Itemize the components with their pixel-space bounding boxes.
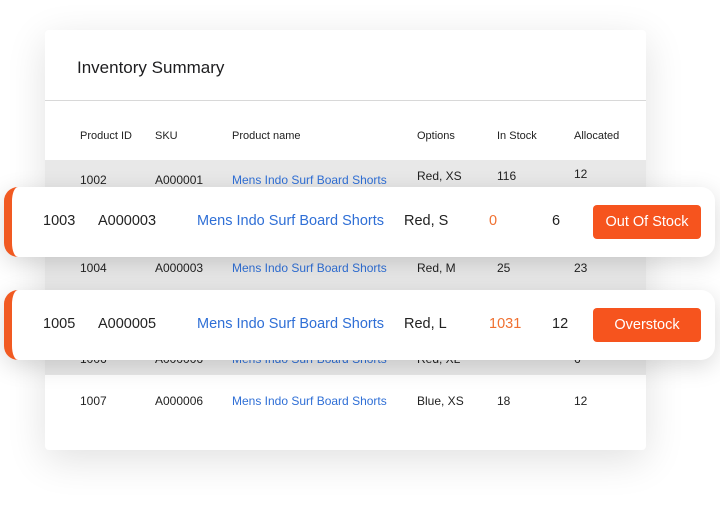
table-row[interactable]: 1007 A000006 Mens Indo Surf Board Shorts… (45, 394, 646, 414)
cell-options: Blue, XS (417, 394, 464, 408)
product-link[interactable]: Mens Indo Surf Board Shorts (232, 173, 387, 187)
cell-allocated: 6 (552, 213, 561, 229)
header-options: Options (417, 130, 455, 142)
cell-allocated: 12 (552, 316, 569, 332)
product-link[interactable]: Mens Indo Surf Board Shorts (232, 261, 387, 275)
header-product-name: Product name (232, 130, 301, 142)
cell-options: Red, XS (417, 169, 462, 183)
cell-stock: 1031 (489, 316, 522, 332)
cell-options: Red, L (404, 316, 447, 332)
divider (45, 100, 646, 101)
cell-sku: A000005 (98, 316, 157, 332)
product-link[interactable]: Mens Indo Surf Board Shorts (197, 316, 384, 332)
cell-allocated: 23 (574, 261, 588, 275)
cell-sku: A000003 (155, 261, 204, 275)
table-header: Product ID SKU Product name Options In S… (45, 130, 646, 150)
cell-allocated: 12 (574, 394, 588, 408)
highlighted-row-out-of-stock[interactable]: 1003 A000003 Mens Indo Surf Board Shorts… (4, 187, 715, 257)
cell-options: Red, S (404, 213, 449, 229)
cell-id: 1002 (80, 173, 107, 187)
cell-sku: A000003 (98, 213, 157, 229)
cell-options: Red, M (417, 261, 456, 275)
product-link[interactable]: Mens Indo Surf Board Shorts (232, 394, 387, 408)
cell-stock: 18 (497, 394, 511, 408)
table-row[interactable]: 1004 A000003 Mens Indo Surf Board Shorts… (45, 261, 646, 281)
out-of-stock-badge[interactable]: Out Of Stock (593, 205, 701, 239)
cell-sku: A000006 (155, 394, 204, 408)
header-in-stock: In Stock (497, 130, 537, 142)
cell-id: 1004 (80, 261, 107, 275)
header-sku: SKU (155, 130, 178, 142)
cell-id: 1005 (43, 316, 76, 332)
cell-id: 1003 (43, 213, 76, 229)
cell-allocated: 12 (574, 167, 588, 181)
cell-sku: A000001 (155, 173, 204, 187)
table-row[interactable]: 1002 A000001 Mens Indo Surf Board Shorts… (45, 167, 646, 193)
highlighted-row-overstock[interactable]: 1005 A000005 Mens Indo Surf Board Shorts… (4, 290, 715, 360)
page-title: Inventory Summary (77, 58, 225, 77)
cell-id: 1007 (80, 394, 107, 408)
cell-stock: 116 (497, 169, 517, 183)
header-allocated: Allocated (574, 130, 620, 142)
header-product-id: Product ID (80, 130, 132, 142)
product-link[interactable]: Mens Indo Surf Board Shorts (197, 213, 384, 229)
overstock-badge[interactable]: Overstock (593, 308, 701, 342)
cell-stock: 25 (497, 261, 511, 275)
cell-stock: 0 (489, 213, 498, 229)
